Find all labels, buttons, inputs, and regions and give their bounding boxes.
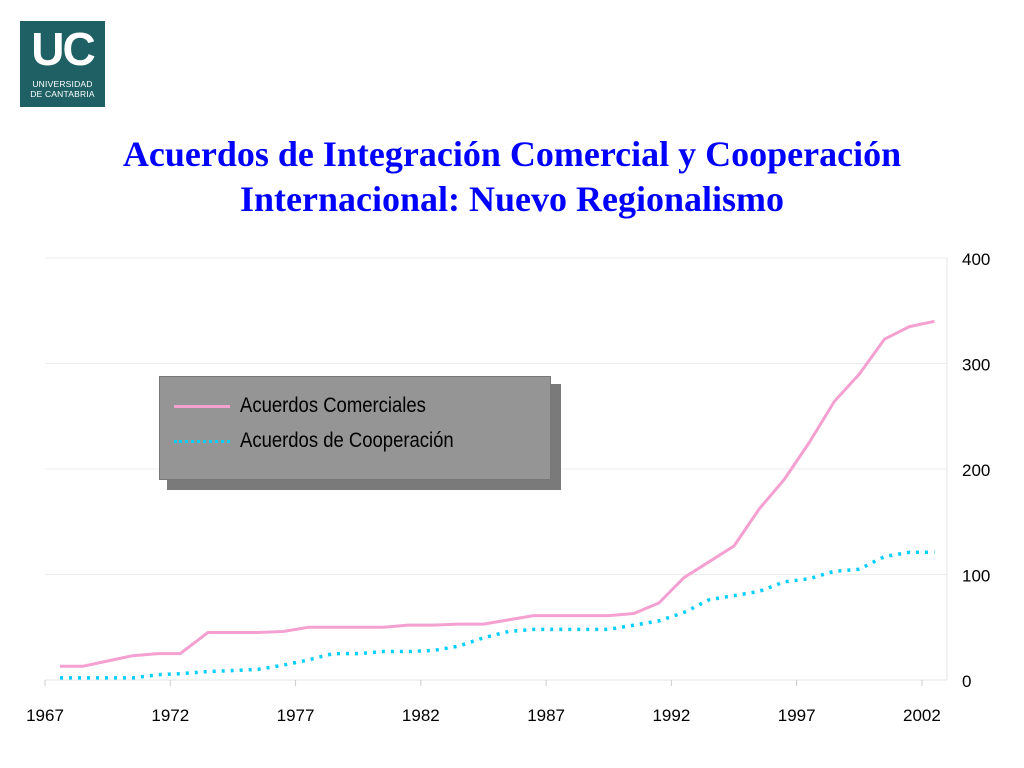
logo-text: UNIVERSIDAD DE CANTABRIA	[20, 79, 105, 99]
x-tick-label-1987: 1987	[527, 706, 565, 725]
x-tick-label-1997: 1997	[778, 706, 816, 725]
series-line-acuerdos-comerciales	[60, 319, 935, 668]
legend-swatch-cooperacion	[174, 439, 230, 443]
series-line-acuerdos-cooperacion	[60, 550, 935, 680]
y-tick-label-100: 100	[962, 567, 990, 586]
logo-text-line1: UNIVERSIDAD	[32, 79, 93, 89]
y-tick-label-300: 300	[962, 356, 990, 375]
legend-item-cooperacion: Acuerdos de Cooperación	[174, 426, 483, 456]
legend: Acuerdos Comerciales Acuerdos de Coopera…	[159, 376, 551, 480]
x-tick-label-1977: 1977	[277, 706, 315, 725]
x-tick-label-1967: 1967	[26, 706, 64, 725]
chart-title: Acuerdos de Integración Comercial y Coop…	[122, 134, 902, 219]
x-tick-label-2002: 2002	[903, 706, 941, 725]
x-tick-label-1972: 1972	[151, 706, 189, 725]
x-tick-label-1982: 1982	[402, 706, 440, 725]
y-tick-label-200: 200	[962, 461, 990, 480]
y-tick-label-400: 400	[962, 250, 990, 269]
logo-text-line2: DE CANTABRIA	[30, 89, 95, 99]
university-logo: UC UNIVERSIDAD DE CANTABRIA	[20, 21, 105, 107]
legend-label-cooperacion: Acuerdos de Cooperación	[240, 429, 454, 452]
y-tick-label-0: 0	[962, 672, 971, 691]
logo-mark: UC	[31, 23, 95, 75]
legend-label-comerciales: Acuerdos Comerciales	[240, 394, 426, 417]
legend-item-comerciales: Acuerdos Comerciales	[174, 391, 451, 421]
legend-swatch-comerciales	[174, 404, 230, 408]
line-chart: 0 100 200 300 400 1967 1972 1977 1982 1987 1992 199…	[26, 250, 990, 725]
x-tick-label-1992: 1992	[652, 706, 690, 725]
